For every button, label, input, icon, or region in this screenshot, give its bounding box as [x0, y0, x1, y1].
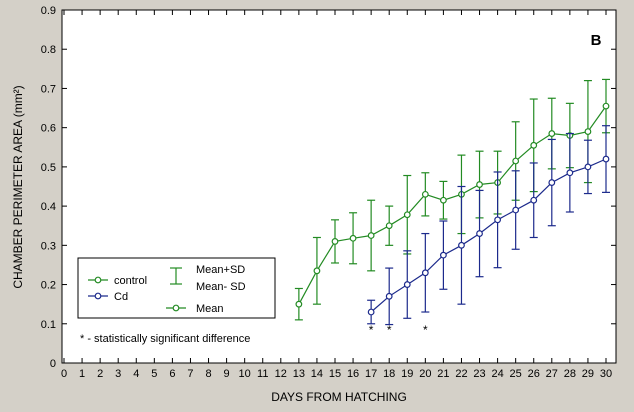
control-mean-point [367, 232, 375, 239]
y-tick-label: 0.2 [41, 280, 56, 292]
cd-mean-point [530, 196, 538, 204]
x-tick-label: 0 [61, 368, 67, 380]
cd-mean-point [584, 163, 592, 171]
x-tick-label: 2 [97, 368, 103, 380]
control-mean-point [512, 157, 520, 165]
x-tick-label: 16 [347, 368, 359, 380]
x-tick-label: 24 [491, 368, 503, 380]
y-axis-title: CHAMBER PERIMETER AREA (mm²) [11, 85, 25, 288]
x-tick-label: 12 [275, 368, 287, 380]
cd-mean-line [370, 158, 607, 313]
x-tick-label: 22 [455, 368, 467, 380]
legend-errorbar-symbol [170, 267, 182, 285]
legend-mean-plus-sd-label: Mean+SD [196, 264, 245, 276]
significance-star: * [369, 323, 374, 337]
control-mean-point [584, 128, 592, 135]
x-tick-label: 19 [401, 368, 413, 380]
cd-mean-point [512, 206, 520, 214]
x-tick-label: 4 [133, 368, 139, 380]
cd-mean-point [367, 308, 375, 316]
cd-mean-point [494, 216, 502, 224]
legend-mean-marker [172, 304, 180, 312]
x-tick-label: 27 [546, 368, 558, 380]
y-tick-label: 0 [50, 358, 56, 370]
x-tick-label: 18 [383, 368, 395, 380]
control-mean-point [440, 196, 447, 204]
x-tick-label: 21 [437, 368, 449, 380]
x-tick-label: 9 [224, 368, 230, 380]
legend: control Cd Mean+SD Mean- SD Mean [77, 257, 276, 319]
x-tick-label: 29 [582, 368, 594, 380]
control-mean-point [403, 211, 411, 219]
x-tick-label: 10 [239, 368, 251, 380]
x-tick-label: 26 [528, 368, 540, 380]
cd-mean-point [385, 292, 393, 300]
x-tick-label: 28 [564, 368, 576, 380]
x-tick-label: 13 [293, 368, 305, 380]
cd-mean-point [403, 281, 411, 288]
control-mean-point [602, 102, 610, 110]
x-tick-label: 20 [419, 368, 431, 380]
y-tick-label: 0.9 [41, 5, 56, 17]
axis-ticks: 0 1 2 3 4 5 6 7 8 9 10 11 12 13 14 15 16 17 18 19 20 21 22 23 24… [41, 5, 616, 380]
x-tick-label: 25 [510, 368, 522, 380]
cd-mean-point [421, 269, 429, 277]
significance-note: * - statistically significant difference [80, 333, 250, 345]
cd-mean-point [548, 179, 556, 186]
significance-markers: * * * [369, 323, 428, 337]
control-mean-point [349, 234, 357, 242]
y-tick-label: 0.7 [41, 83, 56, 95]
y-tick-label: 0.3 [41, 240, 56, 252]
y-tick-label: 0.6 [41, 123, 56, 135]
x-tick-label: 30 [600, 368, 612, 380]
significance-star: * [387, 323, 392, 337]
cd-mean-point [440, 251, 447, 259]
x-tick-label: 6 [169, 368, 175, 380]
x-tick-label: 17 [365, 368, 377, 380]
x-tick-label: 1 [79, 368, 85, 380]
control-mean-point [385, 222, 393, 230]
control-mean-point [548, 130, 556, 137]
series-layer [294, 78, 610, 326]
legend-cd-label: Cd [114, 291, 128, 303]
x-tick-label: 5 [151, 368, 157, 380]
panel-label: B [591, 32, 602, 49]
cd-mean-point [476, 230, 483, 237]
x-tick-label: 8 [205, 368, 211, 380]
y-tick-label: 0.8 [41, 44, 56, 56]
x-tick-label: 11 [257, 368, 268, 380]
control-mean-point [421, 190, 429, 198]
control-mean-point [530, 141, 538, 149]
x-tick-label: 14 [311, 368, 323, 380]
x-tick-label: 23 [473, 368, 485, 380]
legend-control-label: control [114, 275, 147, 287]
cd-mean-point [602, 155, 610, 163]
x-tick-label: 7 [187, 368, 193, 380]
y-tick-label: 0.5 [41, 162, 56, 174]
x-tick-label: 15 [329, 368, 341, 380]
y-tick-label: 0.1 [41, 319, 56, 331]
cd-mean-point [566, 169, 574, 177]
x-tick-label: 3 [115, 368, 121, 380]
x-axis-title: DAYS FROM HATCHING [271, 390, 407, 404]
legend-mean-minus-sd-label: Mean- SD [196, 281, 246, 293]
control-mean-point [476, 181, 483, 188]
y-tick-label: 0.4 [41, 201, 56, 213]
legend-mean-label: Mean [196, 303, 224, 315]
control-mean-point [295, 300, 303, 308]
legend-cd-marker [94, 292, 102, 300]
cd-mean-point [458, 241, 465, 249]
significance-star: * [423, 323, 428, 337]
control-mean-point [331, 238, 339, 245]
legend-control-marker [94, 276, 102, 284]
control-mean-point [313, 267, 321, 275]
